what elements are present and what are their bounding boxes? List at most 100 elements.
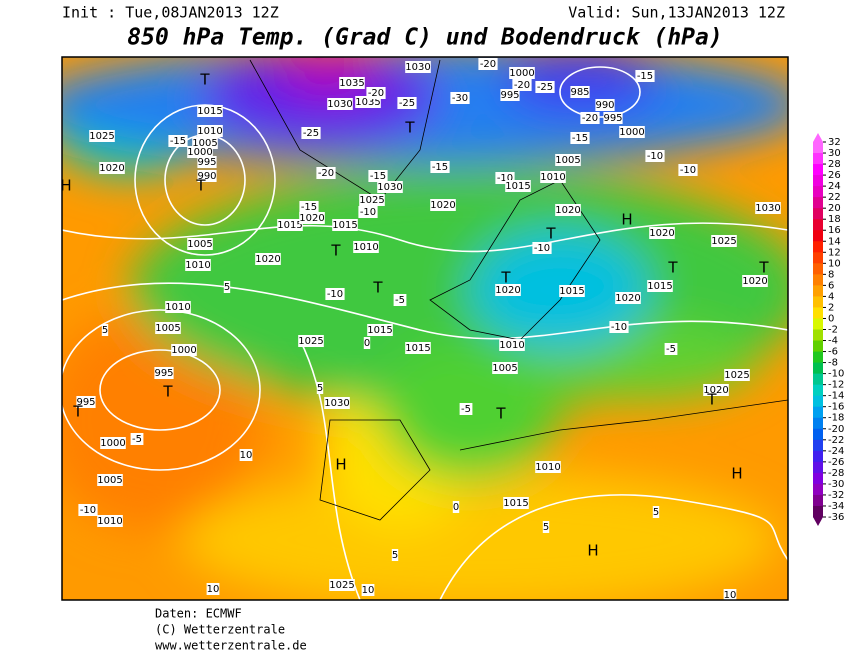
contour-label: 1025 [359, 195, 384, 206]
label-box [703, 384, 729, 396]
label-box [393, 294, 407, 306]
contour-label: 985 [570, 87, 589, 98]
label-box [495, 284, 521, 296]
label-box [503, 497, 529, 509]
contour-label: 1015 [559, 286, 584, 297]
label-box [171, 344, 197, 356]
colorbar-tick-label: -30 [828, 479, 844, 490]
colorbar-bin [813, 186, 823, 198]
label-box [359, 194, 385, 206]
label-box [255, 253, 281, 265]
contour-label: 1010 [535, 462, 560, 473]
contour-label: 1005 [155, 323, 180, 334]
label-box [155, 322, 181, 334]
pressure-center: H [621, 211, 632, 229]
contour-label: -15 [432, 162, 448, 173]
colorbar-bin [813, 164, 823, 176]
label-box [185, 259, 211, 271]
contour-label: 0 [453, 502, 459, 513]
contour-label: 990 [595, 100, 614, 111]
label-box [645, 150, 665, 162]
colorbar-tick-label: -12 [828, 380, 844, 391]
contour-label: 1005 [192, 138, 217, 149]
colorbar-bin [813, 417, 823, 430]
label-box [76, 396, 96, 408]
colorbar-bin [813, 296, 823, 308]
pressure-center: T [330, 242, 341, 260]
contour-label: 1035 [355, 97, 380, 108]
label-box [97, 515, 123, 527]
colorbar-tick-label: -36 [828, 512, 844, 523]
label-box [635, 70, 655, 82]
colorbar-bin [813, 472, 823, 485]
label-box [329, 579, 355, 591]
label-box [154, 367, 174, 379]
contour-label: 1010 [353, 242, 378, 253]
pressure-center: T [372, 279, 383, 297]
label-box [505, 180, 531, 192]
colorbar-bin [813, 494, 823, 507]
label-box [647, 280, 673, 292]
init-time: Init : Tue,08JAN2013 12Z [62, 4, 279, 22]
contour-label: 1015 [197, 106, 222, 117]
label-box [405, 342, 431, 354]
contour-label: 1030 [327, 99, 352, 110]
colorbar-tick-label: -10 [828, 369, 844, 380]
label-box [452, 501, 460, 513]
colorbar-tick-label: 14 [828, 236, 841, 247]
pressure-center: H [587, 542, 598, 560]
contour-label: -25 [399, 98, 415, 109]
label-box [595, 99, 615, 111]
label-box [555, 204, 581, 216]
contour-label: -20 [582, 113, 598, 124]
contour-label: 1015 [503, 498, 528, 509]
colorbar-tick-label: -14 [828, 391, 844, 402]
contour-label: -20 [368, 88, 384, 99]
label-box [99, 162, 125, 174]
pressure-center: T [195, 177, 206, 195]
pressure-center: T [162, 383, 173, 401]
map-frame [61, 56, 789, 601]
label-box [361, 584, 375, 596]
pressure-center: T [758, 259, 769, 277]
label-box [711, 235, 737, 247]
colorbar-tick-label: 12 [828, 247, 841, 258]
contour-label: 0 [364, 338, 370, 349]
colorbar-tick-label: 20 [828, 203, 841, 214]
colorbar-tick-label: -22 [828, 435, 844, 446]
contour-label: 1010 [97, 516, 122, 527]
colorbar-bin [813, 241, 823, 253]
label-box [430, 161, 450, 173]
label-box [678, 164, 698, 176]
label-box [197, 125, 223, 137]
label-box [332, 219, 358, 231]
contour-label: 995 [603, 113, 622, 124]
label-box [542, 521, 550, 533]
contour-label: 1030 [755, 203, 780, 214]
contour-label: 1035 [339, 78, 364, 89]
colorbar-bin [813, 483, 823, 496]
contour-label: 5 [392, 550, 398, 561]
contour-label: 1020 [255, 254, 280, 265]
label-box [559, 285, 585, 297]
colorbar-bin [813, 373, 823, 386]
label-box [316, 382, 324, 394]
colorbar-tick-label: -34 [828, 501, 844, 512]
contour-label: 1010 [499, 340, 524, 351]
contour-label: 1005 [187, 239, 212, 250]
label-box [570, 86, 590, 98]
label-box [619, 126, 645, 138]
colorbar-tick-label: 18 [828, 214, 841, 225]
colorbar-bin [813, 351, 823, 364]
colorbar-tick-label: -18 [828, 413, 844, 424]
label-box [197, 156, 217, 168]
label-box [324, 397, 350, 409]
label-box [101, 324, 109, 336]
label-box [358, 206, 378, 218]
label-box [499, 339, 525, 351]
label-box [535, 81, 555, 93]
contour-label: 5 [224, 282, 230, 293]
label-box [459, 403, 473, 415]
contour-label: -10 [360, 207, 376, 218]
